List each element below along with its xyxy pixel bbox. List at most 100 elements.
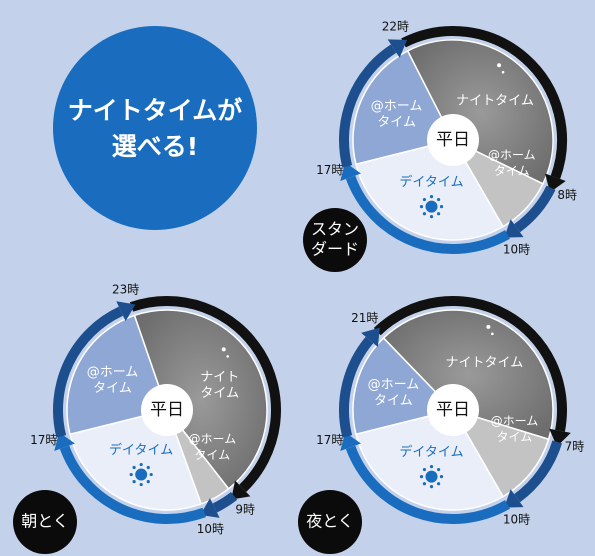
- sun-ray: [422, 467, 427, 472]
- arrow-arc: [373, 296, 567, 432]
- time-label: 10時: [503, 242, 530, 256]
- arrow-arc: [345, 175, 510, 254]
- star-icon: [221, 347, 226, 352]
- sun-icon: [135, 468, 148, 481]
- sun-ray: [429, 465, 434, 469]
- sun-ray: [422, 482, 427, 486]
- night-segment: [382, 309, 554, 441]
- sun-ray: [429, 485, 434, 489]
- arrow-arc: [514, 440, 563, 503]
- arrow-arc: [212, 491, 238, 513]
- center-circle: [427, 114, 479, 166]
- segment-label: タイム: [93, 381, 132, 396]
- segment-label: タイム: [377, 115, 416, 130]
- sun-ray: [419, 205, 424, 209]
- sun-ray: [436, 467, 441, 472]
- night-segment: [406, 39, 554, 185]
- center-label: 平日: [436, 400, 470, 420]
- headline-line: 選べる!: [112, 132, 198, 161]
- plan-badge: [298, 490, 362, 554]
- arrow-arc: [339, 44, 397, 168]
- day-segment: [355, 409, 505, 511]
- night-segment: [133, 309, 268, 490]
- plan-name: 夜とく: [306, 512, 354, 531]
- time-label: 17時: [30, 433, 57, 447]
- segment-label: @ホーム: [87, 365, 139, 380]
- sun-ray: [436, 212, 441, 216]
- arrow-arc: [339, 336, 374, 438]
- sun-ray: [146, 465, 150, 470]
- arrow-head: [340, 162, 361, 182]
- time-label: 10時: [503, 512, 530, 526]
- center-circle: [427, 384, 479, 436]
- sun-icon: [425, 200, 438, 213]
- segment-label: @ホーム: [488, 148, 536, 162]
- segment-label: デイタイム: [109, 442, 173, 458]
- arrow-head: [549, 428, 571, 447]
- segment-label: タイム: [194, 448, 230, 462]
- sun-ray: [422, 197, 427, 202]
- center-label: 平日: [150, 400, 184, 420]
- sun-ray: [429, 215, 434, 219]
- sun-ray: [436, 482, 441, 486]
- home-segment: [451, 408, 550, 498]
- headline-line: ナイトタイムが: [68, 96, 243, 125]
- sun-ray: [129, 472, 133, 477]
- sun-ray: [139, 482, 143, 487]
- segment-label: デイタイム: [399, 444, 463, 460]
- headline-badge: [53, 26, 257, 230]
- sun-ray: [149, 472, 153, 477]
- sun-ray: [132, 465, 136, 470]
- time-label: 17時: [316, 163, 343, 177]
- star-icon: [497, 63, 502, 68]
- segment-label: タイム: [374, 393, 413, 408]
- sun-ray: [429, 195, 434, 199]
- segment-label: ナイトタイム: [456, 94, 534, 109]
- sun-ray: [439, 205, 444, 209]
- plan-name: 朝とく: [21, 512, 69, 531]
- sun-ray: [436, 197, 441, 202]
- time-label: 10時: [197, 522, 224, 536]
- segment-label: @ホーム: [188, 432, 236, 446]
- arrow-head: [504, 489, 524, 508]
- arrow-head: [361, 327, 380, 348]
- plan-name: ダード: [311, 240, 359, 259]
- plan-badge: [303, 208, 367, 272]
- arrow-arc: [514, 185, 556, 233]
- sun-ray: [419, 475, 424, 479]
- star-icon: [486, 324, 491, 329]
- time-label: 21時: [351, 311, 378, 325]
- segment-label: @ホーム: [491, 414, 539, 428]
- center-label: 平日: [436, 130, 470, 150]
- segment-label: タイム: [200, 386, 239, 401]
- arrow-head: [387, 39, 408, 58]
- time-label: 22時: [382, 19, 409, 33]
- segment-label: タイム: [494, 164, 530, 178]
- time-label: 7時: [565, 440, 585, 454]
- star-icon: [491, 332, 494, 336]
- arrow-head: [231, 480, 251, 500]
- arrow-arc: [59, 445, 206, 524]
- plan-name: スタン: [311, 220, 359, 239]
- arrow-arc: [345, 445, 510, 524]
- time-label: 17時: [316, 433, 343, 447]
- sun-ray: [439, 475, 444, 479]
- arrow-arc: [401, 26, 567, 179]
- segment-label: @ホーム: [371, 99, 423, 114]
- sun-ray: [146, 480, 150, 484]
- time-label: 23時: [112, 282, 139, 296]
- time-label: 9時: [235, 503, 255, 517]
- segment-label: ナイト: [200, 370, 239, 385]
- segment-label: ナイトタイム: [445, 355, 523, 370]
- segment-label: デイタイム: [399, 174, 463, 190]
- segment-label: @ホーム: [368, 377, 420, 392]
- sun-ray: [422, 212, 427, 216]
- arrow-head: [340, 432, 361, 452]
- arrow-head: [504, 219, 524, 238]
- sun-ray: [139, 462, 143, 467]
- plan-badge: [13, 490, 77, 554]
- arrow-arc: [129, 296, 281, 493]
- sun-icon: [425, 470, 438, 483]
- day-segment: [355, 139, 505, 241]
